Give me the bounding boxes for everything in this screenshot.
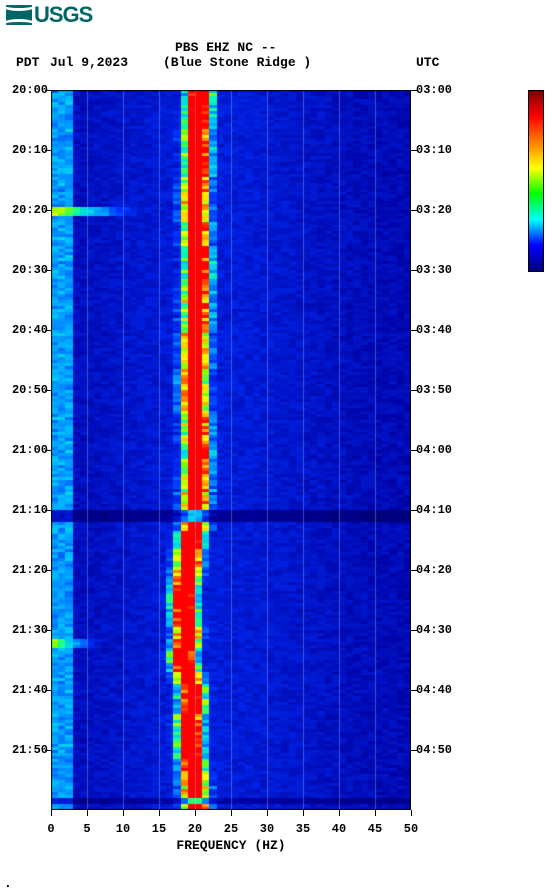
tick-mark [45,210,51,211]
ytick-left: 21:00 [2,443,48,457]
ytick-left: 21:10 [2,503,48,517]
ytick-right: 04:00 [416,443,462,457]
xtick: 45 [368,822,382,836]
ytick-right: 03:40 [416,323,462,337]
xtick: 30 [260,822,274,836]
station-subtitle: (Blue Stone Ridge ) [163,55,311,70]
tick-mark [45,270,51,271]
left-timezone: PDT [16,55,39,70]
xtick: 5 [83,822,90,836]
tick-mark [411,330,417,331]
tick-mark [195,810,196,816]
tick-mark [411,690,417,691]
tick-mark [411,630,417,631]
station-title: PBS EHZ NC -- [175,40,276,55]
ytick-left: 21:40 [2,683,48,697]
tick-mark [231,810,232,816]
ytick-right: 04:30 [416,623,462,637]
ytick-left: 20:00 [2,83,48,97]
usgs-logo: USGS [6,2,92,28]
tick-mark [45,750,51,751]
ytick-left: 20:30 [2,263,48,277]
ytick-right: 03:30 [416,263,462,277]
colorbar [528,90,544,272]
ytick-right: 03:20 [416,203,462,217]
ytick-left: 21:20 [2,563,48,577]
tick-mark [45,510,51,511]
spectrogram-plot [51,90,411,810]
plot-date: Jul 9,2023 [50,55,128,70]
tick-mark [45,330,51,331]
tick-mark [411,210,417,211]
ytick-right: 04:40 [416,683,462,697]
ytick-left: 20:40 [2,323,48,337]
xtick: 25 [224,822,238,836]
xtick: 40 [332,822,346,836]
tick-mark [267,810,268,816]
tick-mark [45,450,51,451]
tick-mark [411,150,417,151]
tick-mark [375,810,376,816]
ytick-right: 04:50 [416,743,462,757]
ytick-right: 03:00 [416,83,462,97]
ytick-right: 04:10 [416,503,462,517]
ytick-left: 21:50 [2,743,48,757]
usgs-logo-text: USGS [34,2,92,28]
tick-mark [51,810,52,816]
tick-mark [123,810,124,816]
tick-mark [411,270,417,271]
xtick: 50 [404,822,418,836]
ytick-left: 20:10 [2,143,48,157]
tick-mark [411,810,412,816]
ytick-right: 04:20 [416,563,462,577]
tick-mark [45,630,51,631]
tick-mark [45,390,51,391]
tick-mark [45,150,51,151]
xtick: 10 [116,822,130,836]
tick-mark [411,450,417,451]
tick-mark [159,810,160,816]
spectrogram-canvas [51,90,411,810]
tick-mark [411,90,417,91]
xtick: 0 [47,822,54,836]
tick-mark [87,810,88,816]
tick-mark [411,750,417,751]
tick-mark [45,90,51,91]
ytick-right: 03:50 [416,383,462,397]
footer-dot: . [4,876,12,891]
xtick: 15 [152,822,166,836]
x-axis-label: FREQUENCY (HZ) [0,838,462,853]
tick-mark [303,810,304,816]
xtick: 35 [296,822,310,836]
tick-mark [45,570,51,571]
ytick-left: 20:20 [2,203,48,217]
tick-mark [411,570,417,571]
tick-mark [339,810,340,816]
tick-mark [411,510,417,511]
ytick-left: 21:30 [2,623,48,637]
tick-mark [411,390,417,391]
right-timezone: UTC [416,55,439,70]
xtick: 20 [188,822,202,836]
ytick-right: 03:10 [416,143,462,157]
tick-mark [45,690,51,691]
ytick-left: 20:50 [2,383,48,397]
usgs-logo-mark [6,5,32,25]
